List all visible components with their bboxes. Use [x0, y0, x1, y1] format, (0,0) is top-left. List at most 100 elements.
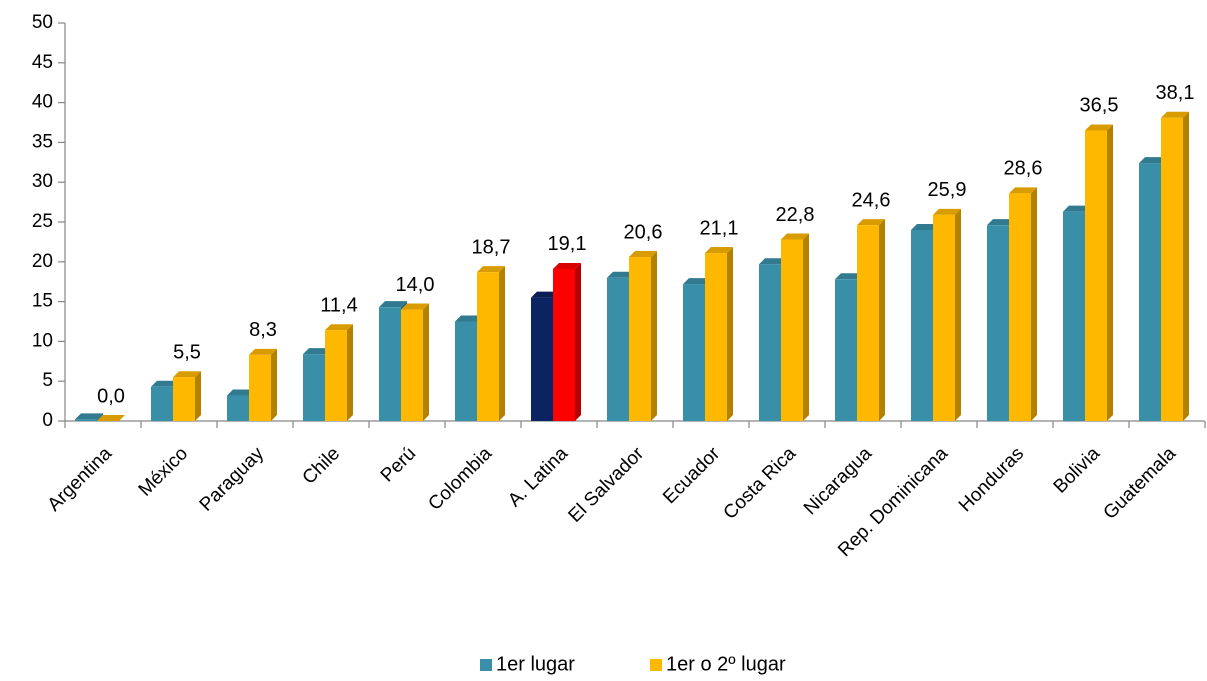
x-tick-label: Colombia: [424, 443, 496, 515]
bar-top: [325, 324, 353, 331]
bar: [455, 321, 477, 421]
bar-top: [173, 371, 201, 378]
value-label: 14,0: [396, 274, 435, 296]
value-label: 22,8: [776, 204, 815, 226]
bar: [379, 307, 401, 421]
y-tick-label: 0: [42, 410, 53, 431]
x-tick-label: México: [135, 443, 192, 500]
y-tick-label: 45: [32, 52, 53, 73]
value-label: 21,1: [700, 217, 739, 239]
bar: [1063, 211, 1085, 421]
value-label: 25,9: [928, 179, 967, 201]
bar: [173, 377, 195, 421]
value-label: 28,6: [1004, 158, 1043, 180]
bar-top: [227, 389, 255, 396]
bar: [477, 272, 499, 421]
bar-top: [933, 208, 961, 215]
bar: [1009, 193, 1031, 421]
bar-top: [303, 348, 331, 355]
bar-side: [347, 324, 353, 421]
bar-top: [531, 291, 559, 298]
legend-label: 1er o 2º lugar: [666, 653, 786, 675]
value-label: 38,1: [1156, 82, 1195, 104]
bar: [629, 257, 651, 421]
bar-top: [607, 271, 635, 278]
bar-top: [1085, 124, 1113, 131]
x-tick-label: Guatemala: [1100, 443, 1181, 524]
bar-top: [1063, 205, 1091, 212]
bar: [933, 214, 955, 421]
bar-side: [271, 348, 277, 421]
bar: [987, 225, 1009, 421]
y-tick-label: 35: [32, 131, 53, 152]
x-tick-label: Nicaragua: [800, 443, 876, 519]
legend-swatch: [480, 659, 492, 671]
bar-top: [629, 251, 657, 258]
bar-side: [1107, 124, 1113, 422]
bar: [227, 395, 249, 421]
value-label: 8,3: [249, 319, 277, 341]
bar-side: [955, 208, 961, 421]
value-label: 20,6: [624, 221, 663, 243]
bar: [759, 264, 781, 421]
value-label: 5,5: [173, 342, 201, 364]
bar: [1085, 130, 1107, 421]
bar: [835, 279, 857, 421]
bar: [781, 239, 803, 421]
bar-top: [911, 223, 939, 230]
bar: [401, 309, 423, 421]
bar-top: [683, 278, 711, 285]
value-label: 24,6: [852, 189, 891, 211]
value-label: 19,1: [548, 233, 587, 255]
bar-side: [803, 233, 809, 421]
y-tick-label: 40: [32, 92, 53, 113]
x-tick-label: Costa Rica: [720, 443, 801, 524]
y-tick-label: 10: [32, 330, 53, 351]
bar: [683, 284, 705, 421]
bar-side: [195, 371, 201, 421]
bar: [911, 229, 933, 421]
bar-side: [727, 247, 733, 421]
value-label: 11,4: [320, 295, 357, 317]
x-tick-label: Honduras: [955, 443, 1028, 516]
x-tick-label: Chile: [299, 443, 344, 488]
bar: [705, 253, 727, 421]
y-tick-label: 50: [32, 12, 53, 33]
bar: [325, 330, 347, 421]
bar: [607, 277, 629, 421]
value-label: 0,0: [97, 385, 125, 407]
bar-top: [379, 301, 407, 308]
x-tick-label: Argentina: [44, 443, 117, 516]
bar-top: [151, 380, 179, 387]
bar-top: [781, 233, 809, 240]
y-tick-label: 15: [32, 291, 53, 312]
bar-side: [879, 219, 885, 421]
bar-top: [987, 219, 1015, 226]
bar: [531, 297, 553, 421]
bar-top: [759, 258, 787, 265]
y-tick-label: 25: [32, 211, 53, 232]
value-label: 36,5: [1080, 95, 1119, 117]
x-tick-label: Perú: [377, 443, 420, 486]
bar-top: [553, 262, 581, 269]
bar-side: [575, 262, 581, 421]
bar: [553, 268, 575, 421]
bar: [303, 354, 325, 421]
legend-swatch: [650, 659, 662, 671]
y-tick-label: 20: [32, 251, 53, 272]
bar: [151, 386, 173, 421]
y-tick-label: 5: [42, 370, 53, 391]
bar-top: [249, 348, 277, 355]
value-label: 18,7: [472, 236, 511, 258]
bar: [249, 354, 271, 421]
bar-side: [1031, 187, 1037, 421]
x-tick-label: Ecuador: [659, 443, 724, 508]
bar: [1139, 163, 1161, 421]
bar-top: [1161, 111, 1189, 118]
bar-top: [401, 303, 429, 310]
bar-top: [857, 219, 885, 226]
bar-top: [477, 266, 505, 273]
bar-top: [1139, 157, 1167, 164]
bar-side: [1183, 111, 1189, 421]
